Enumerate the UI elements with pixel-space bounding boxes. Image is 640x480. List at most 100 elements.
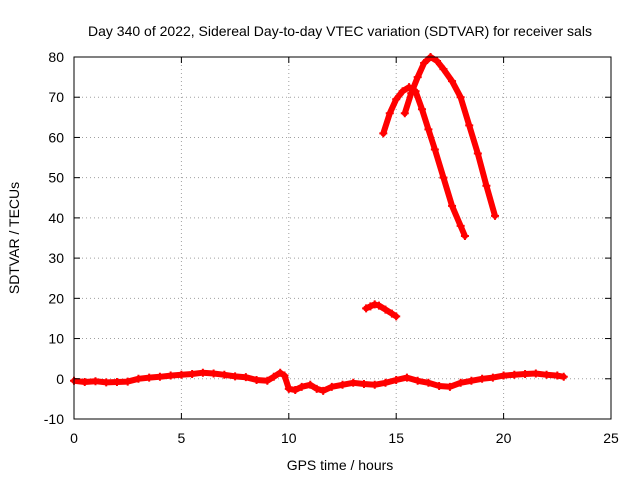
series-layer xyxy=(70,53,568,395)
data-point xyxy=(448,77,457,86)
data-point xyxy=(553,371,562,380)
data-point xyxy=(155,372,164,381)
data-point xyxy=(488,373,497,382)
x-tick-label: 10 xyxy=(281,430,297,446)
y-tick-label: 50 xyxy=(48,170,64,186)
x-tick-label: 5 xyxy=(178,430,186,446)
data-point xyxy=(359,380,368,389)
data-point xyxy=(433,57,442,66)
data-point xyxy=(398,87,407,96)
gridlines xyxy=(74,57,611,419)
y-tick-label: 20 xyxy=(48,290,64,306)
data-point xyxy=(407,89,416,98)
x-tick-label: 25 xyxy=(603,430,619,446)
x-tick-label: 15 xyxy=(388,430,404,446)
data-point xyxy=(375,301,384,310)
data-point xyxy=(241,373,250,382)
data-point xyxy=(220,370,229,379)
y-tick-label: -10 xyxy=(44,411,64,427)
data-point xyxy=(276,368,285,377)
data-point xyxy=(112,377,121,386)
data-point xyxy=(269,372,278,381)
data-point xyxy=(366,302,375,311)
data-point xyxy=(349,378,358,387)
chart-title: Day 340 of 2022, Sidereal Day-to-day VTE… xyxy=(88,23,592,39)
y-tick-label: 10 xyxy=(48,331,64,347)
data-point xyxy=(445,382,454,391)
data-point xyxy=(209,369,218,378)
data-point xyxy=(198,368,207,377)
data-point xyxy=(252,375,261,384)
data-point xyxy=(338,380,347,389)
data-point xyxy=(392,95,401,104)
data-point xyxy=(424,125,433,134)
y-tick-label: 60 xyxy=(48,129,64,145)
data-point xyxy=(413,376,422,385)
x-axis-label: GPS time / hours xyxy=(287,457,394,473)
data-point xyxy=(521,369,530,378)
data-point xyxy=(456,378,465,387)
x-tick-label: 20 xyxy=(496,430,512,446)
data-point xyxy=(231,372,240,381)
data-point xyxy=(435,382,444,391)
y-tick-label: 80 xyxy=(48,49,64,65)
y-tick-labels: -10 0 10 20 30 40 50 60 70 80 xyxy=(44,49,64,427)
data-point xyxy=(420,59,429,68)
data-point xyxy=(312,384,321,393)
data-point xyxy=(80,377,89,386)
data-point xyxy=(319,386,328,395)
data-point xyxy=(467,376,476,385)
data-point xyxy=(400,109,409,118)
data-point xyxy=(381,305,390,314)
data-point xyxy=(188,369,197,378)
data-point xyxy=(439,173,448,182)
data-point xyxy=(145,373,154,382)
data-point xyxy=(327,382,336,391)
data-point xyxy=(387,309,396,318)
data-point xyxy=(291,386,300,395)
data-point xyxy=(559,372,568,381)
data-point xyxy=(392,312,401,321)
data-point xyxy=(499,371,508,380)
data-point xyxy=(542,370,551,379)
data-point xyxy=(385,109,394,118)
data-point xyxy=(123,377,132,386)
data-point xyxy=(417,105,426,114)
data-point xyxy=(531,369,540,378)
data-point xyxy=(306,380,315,389)
tick-marks xyxy=(73,56,612,420)
data-point xyxy=(91,377,100,386)
data-point xyxy=(362,304,371,313)
y-tick-label: 30 xyxy=(48,250,64,266)
x-tick-labels: 0 5 10 15 20 25 xyxy=(70,430,619,446)
data-point xyxy=(430,145,439,154)
data-point xyxy=(439,65,448,74)
data-point xyxy=(297,382,306,391)
data-point xyxy=(482,181,491,190)
data-point xyxy=(379,129,388,138)
data-point xyxy=(370,380,379,389)
data-point xyxy=(280,371,289,380)
data-point xyxy=(370,300,379,309)
y-axis-label: SDTVAR / TECUs xyxy=(6,182,22,294)
data-point xyxy=(402,373,411,382)
x-tick-label: 0 xyxy=(70,430,78,446)
data-point xyxy=(166,371,175,380)
data-point xyxy=(177,370,186,379)
data-point xyxy=(263,376,272,385)
data-point xyxy=(510,370,519,379)
data-point xyxy=(456,221,465,230)
data-point xyxy=(473,149,482,158)
data-point xyxy=(460,231,469,240)
data-point xyxy=(134,374,143,383)
data-point xyxy=(456,93,465,102)
y-tick-label: 70 xyxy=(48,89,64,105)
data-point xyxy=(284,384,293,393)
data-point xyxy=(448,201,457,210)
y-tick-label: 0 xyxy=(56,371,64,387)
data-point xyxy=(413,73,422,82)
data-point xyxy=(478,374,487,383)
data-point xyxy=(465,121,474,130)
data-point xyxy=(424,378,433,387)
data-point xyxy=(392,375,401,384)
